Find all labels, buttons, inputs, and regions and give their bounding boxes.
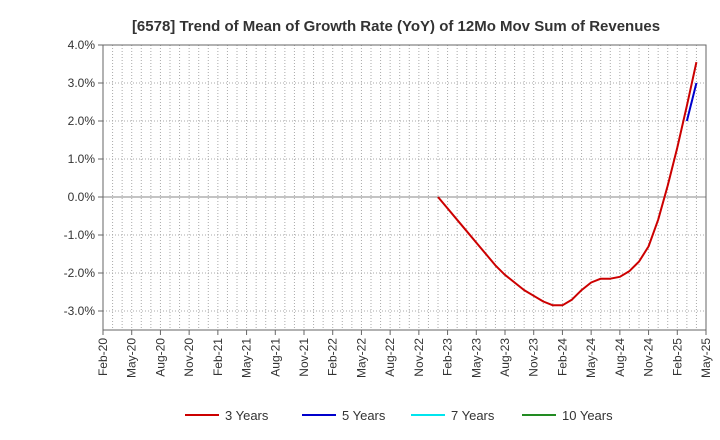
x-tick-label: Feb-23 bbox=[441, 338, 455, 376]
x-tick-label: May-24 bbox=[584, 338, 598, 378]
y-tick-label: -2.0% bbox=[64, 266, 96, 280]
x-tick-label: Aug-21 bbox=[268, 338, 282, 377]
y-tick-label: 3.0% bbox=[68, 76, 96, 90]
grid bbox=[102, 44, 707, 330]
legend-label: 7 Years bbox=[451, 408, 495, 423]
series-line-3-years bbox=[437, 61, 698, 307]
x-tick-label: Feb-25 bbox=[670, 338, 684, 376]
y-axis-ticks: 4.0% 3.0% 2.0% 1.0% 0.0% -1.0% -2.0% -3.0% bbox=[64, 38, 103, 318]
x-axis-ticks: Feb-20 May-20 Aug-20 Nov-20 Feb-21 May-21 Aug-… bbox=[96, 330, 713, 378]
x-tick-label: May-22 bbox=[354, 338, 368, 378]
x-tick-label: Nov-22 bbox=[412, 338, 426, 377]
legend-label: 5 Years bbox=[342, 408, 386, 423]
legend-label: 10 Years bbox=[562, 408, 613, 423]
legend-label: 3 Years bbox=[225, 408, 269, 423]
x-tick-label: Feb-21 bbox=[211, 338, 225, 376]
chart-title: [6578] Trend of Mean of Growth Rate (YoY… bbox=[132, 18, 660, 35]
x-tick-label: Feb-24 bbox=[555, 338, 569, 376]
y-tick-label: -3.0% bbox=[64, 304, 96, 318]
x-tick-label: May-25 bbox=[699, 338, 713, 378]
x-tick-label: Nov-21 bbox=[297, 338, 311, 377]
x-tick-label: Nov-23 bbox=[527, 338, 541, 377]
y-tick-label: 0.0% bbox=[68, 190, 96, 204]
x-tick-label: Aug-24 bbox=[613, 338, 627, 377]
y-tick-label: -1.0% bbox=[64, 228, 96, 242]
x-tick-label: Feb-22 bbox=[326, 338, 340, 376]
legend: 3 Years 5 Years 7 Years 10 Years bbox=[185, 408, 613, 423]
y-tick-label: 4.0% bbox=[68, 38, 96, 52]
x-tick-label: Nov-24 bbox=[642, 338, 656, 377]
y-tick-label: 1.0% bbox=[68, 152, 96, 166]
x-tick-label: May-23 bbox=[469, 338, 483, 378]
series-lines bbox=[437, 61, 698, 307]
x-tick-label: Nov-20 bbox=[182, 338, 196, 377]
plot-area bbox=[102, 44, 707, 331]
x-tick-label: Aug-20 bbox=[153, 338, 167, 377]
series-line-5-years bbox=[685, 82, 698, 122]
x-tick-label: Aug-22 bbox=[383, 338, 397, 377]
x-tick-label: Feb-20 bbox=[96, 338, 110, 376]
x-tick-label: May-20 bbox=[125, 338, 139, 378]
x-tick-label: May-21 bbox=[240, 338, 254, 378]
x-tick-label: Aug-23 bbox=[498, 338, 512, 377]
y-tick-label: 2.0% bbox=[68, 114, 96, 128]
